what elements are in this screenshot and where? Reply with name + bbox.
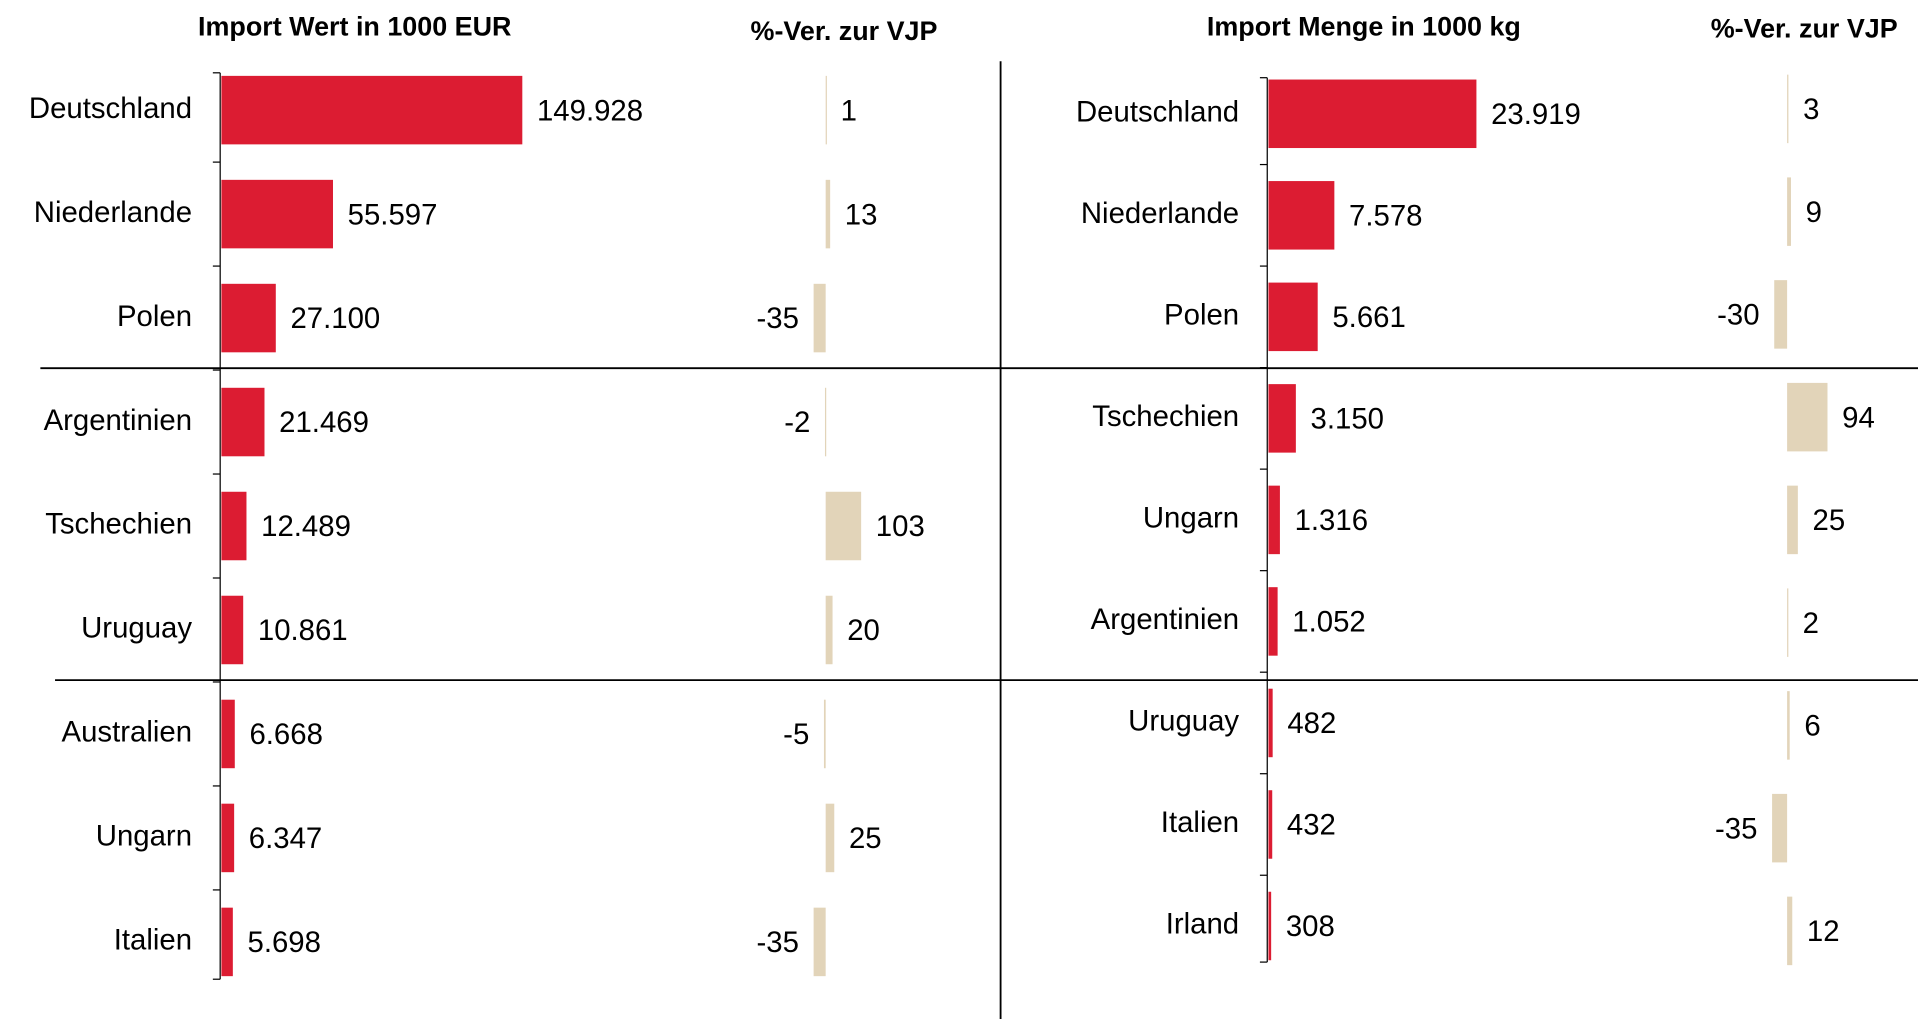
chart-title: %-Ver. zur VJP — [1711, 14, 1898, 44]
value-label: 5.661 — [1332, 301, 1405, 334]
bar — [1787, 691, 1790, 760]
chart-title: Import Menge in 1000 kg — [1207, 11, 1521, 41]
bar — [221, 907, 233, 977]
value-label: 6.347 — [249, 822, 322, 855]
bar — [824, 387, 827, 457]
category-label: Ungarn — [1143, 502, 1239, 535]
category-label: Australien — [62, 716, 193, 749]
bar — [221, 595, 244, 665]
bar — [221, 699, 235, 769]
bar — [1787, 485, 1798, 555]
category-label: Deutschland — [29, 92, 192, 125]
bar — [1268, 384, 1296, 453]
category-label: Deutschland — [1076, 96, 1239, 129]
value-label: -5 — [783, 718, 809, 751]
bar — [1268, 485, 1280, 555]
value-label: -35 — [757, 926, 799, 959]
bar — [1268, 891, 1272, 961]
bar — [221, 75, 523, 145]
bar — [221, 387, 265, 457]
bar — [221, 803, 235, 873]
bar — [1787, 896, 1793, 966]
category-label: Argentinien — [1091, 603, 1239, 636]
bar — [1774, 280, 1788, 349]
bar — [1787, 588, 1789, 657]
bar — [813, 283, 826, 353]
value-label: -30 — [1717, 299, 1759, 332]
bar — [823, 699, 826, 769]
category-label: Uruguay — [1128, 705, 1239, 738]
value-label: 25 — [849, 822, 882, 855]
value-label: 5.698 — [248, 926, 321, 959]
chart-title: Import Wert in 1000 EUR — [198, 11, 511, 41]
bar — [825, 179, 831, 249]
chart-title: %-Ver. zur VJP — [751, 16, 938, 46]
category-label: Niederlande — [1081, 197, 1239, 230]
category-label: Irland — [1166, 908, 1239, 941]
value-label: 9 — [1806, 196, 1822, 229]
value-label: 55.597 — [348, 198, 438, 231]
bar — [1268, 587, 1278, 656]
value-label: 103 — [876, 510, 925, 543]
value-label: 27.100 — [290, 302, 380, 335]
value-label: 308 — [1286, 910, 1335, 943]
value-label: 1.052 — [1292, 606, 1365, 639]
value-label: 20 — [847, 614, 880, 647]
category-label: Tschechien — [45, 508, 192, 541]
value-label: 1 — [841, 94, 857, 127]
value-label: 1.316 — [1295, 504, 1368, 537]
value-label: 482 — [1287, 707, 1336, 740]
category-label: Tschechien — [1092, 400, 1239, 433]
value-label: 7.578 — [1349, 200, 1422, 233]
bar — [825, 75, 827, 145]
value-label: 10.861 — [258, 614, 348, 647]
bar — [1268, 79, 1477, 149]
value-label: 432 — [1287, 809, 1336, 842]
value-label: 13 — [845, 198, 878, 231]
bar — [221, 491, 247, 561]
category-label: Ungarn — [96, 820, 192, 853]
value-label: 149.928 — [537, 94, 643, 127]
bar — [825, 491, 862, 561]
value-label: -35 — [757, 302, 799, 335]
bar — [1787, 74, 1789, 144]
category-label: Argentinien — [44, 404, 192, 437]
category-label: Italien — [1161, 806, 1239, 839]
bar — [1787, 382, 1828, 452]
value-label: 3 — [1803, 93, 1819, 126]
value-label: -2 — [784, 406, 810, 439]
bar — [1268, 181, 1335, 250]
value-label: 12.489 — [261, 510, 351, 543]
value-label: 3.150 — [1311, 403, 1384, 436]
bar — [221, 283, 276, 353]
category-label: Polen — [1164, 299, 1239, 332]
value-label: 21.469 — [279, 406, 369, 439]
bar — [1787, 177, 1791, 246]
bar — [1268, 282, 1318, 352]
value-label: 6 — [1804, 710, 1820, 743]
bar — [825, 803, 835, 873]
category-label: Polen — [117, 300, 192, 333]
value-label: 6.668 — [249, 718, 322, 751]
value-label: 23.919 — [1491, 98, 1581, 131]
bar — [1268, 790, 1273, 859]
value-label: 94 — [1842, 401, 1875, 434]
value-label: 25 — [1813, 504, 1846, 537]
bar — [1268, 688, 1273, 758]
bar — [221, 179, 333, 249]
value-label: 12 — [1807, 915, 1840, 948]
bar — [813, 907, 826, 977]
value-label: 2 — [1803, 607, 1819, 640]
bar — [1772, 793, 1788, 863]
category-label: Uruguay — [81, 612, 192, 645]
category-label: Niederlande — [34, 196, 192, 229]
value-label: -35 — [1715, 812, 1757, 845]
bar — [825, 595, 833, 665]
category-label: Italien — [114, 924, 192, 957]
